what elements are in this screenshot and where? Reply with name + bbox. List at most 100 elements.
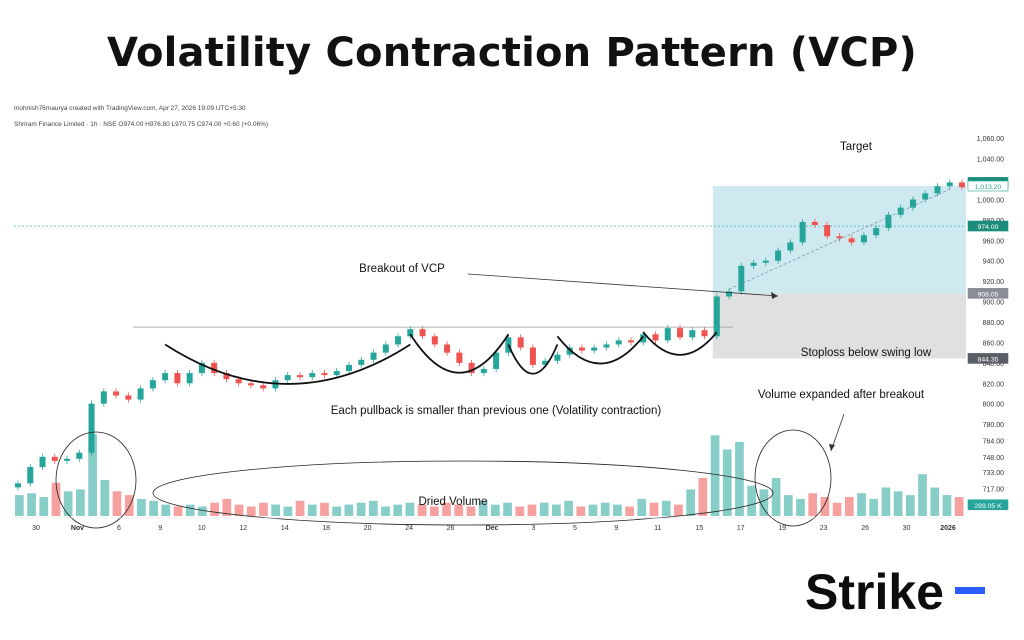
candle	[27, 466, 34, 484]
stoploss-label: Stoploss below swing low	[801, 347, 932, 359]
volume-bar	[808, 493, 818, 516]
candle	[39, 456, 46, 467]
candle	[848, 238, 855, 243]
breakout-arrow	[467, 273, 779, 297]
logo-text: Strike	[805, 564, 944, 620]
volume-bar	[295, 500, 305, 516]
candle	[235, 379, 242, 384]
candle	[444, 344, 451, 353]
candle	[113, 391, 120, 396]
volume-bar	[124, 495, 134, 516]
volume-bar	[674, 504, 683, 516]
volume-bar	[100, 479, 110, 516]
price-badge-bg	[967, 288, 1009, 299]
x-tick-label: 10	[198, 525, 206, 532]
candle	[333, 371, 340, 376]
candle	[677, 328, 684, 338]
volume-bar	[686, 489, 695, 516]
candle	[407, 329, 414, 337]
volume-bar	[613, 504, 622, 516]
volume-bar	[76, 489, 85, 516]
candle	[100, 391, 107, 404]
y-tick-label: 1,000.00	[977, 197, 1004, 204]
volume-bar	[698, 478, 708, 516]
y-tick-label: 748.00	[983, 455, 1005, 462]
price-badge-current: 974.00	[978, 224, 999, 231]
volume-expanded-label: Volume expanded after breakout	[758, 389, 925, 401]
volume-bar	[905, 495, 915, 516]
candle	[382, 344, 389, 353]
candle	[959, 182, 965, 188]
x-tick-label: 2026	[940, 525, 956, 532]
x-tick-label: 3	[532, 525, 536, 532]
candle	[762, 260, 769, 263]
y-tick-label: 1,060.00	[977, 136, 1004, 143]
candle	[873, 228, 880, 236]
vcp-base-curve-1	[164, 343, 411, 385]
volume-bar	[173, 506, 183, 516]
strike-logo: Strike	[805, 557, 1015, 627]
candle	[284, 375, 291, 381]
candle	[51, 456, 58, 461]
volume-bar	[527, 504, 537, 516]
candle	[689, 330, 696, 338]
candle	[186, 373, 193, 384]
vcp-base-curve-4	[556, 335, 644, 365]
y-tick-label: 900.00	[983, 300, 1005, 307]
volume-bar	[222, 498, 232, 516]
candle	[480, 368, 487, 374]
candle	[824, 225, 831, 237]
volume-bar	[51, 482, 61, 516]
candle	[934, 186, 941, 194]
candle	[137, 388, 144, 400]
x-tick-label: 9	[614, 525, 618, 532]
x-tick-label: 19	[778, 525, 786, 532]
y-tick-label: 880.00	[983, 320, 1005, 327]
volume-bar	[930, 487, 940, 516]
dried-volume-ellipse	[152, 460, 774, 526]
volume-bar	[661, 500, 671, 516]
volume-bar	[820, 497, 830, 516]
volume-bar	[491, 504, 500, 516]
volume-bar	[393, 504, 403, 516]
candle	[701, 330, 708, 337]
candle	[162, 373, 169, 381]
y-tick-label: 860.00	[983, 340, 1005, 347]
candle	[15, 483, 21, 488]
x-tick-label: 20	[364, 525, 372, 532]
volume-arrowhead-icon	[829, 444, 835, 451]
candle	[787, 242, 794, 251]
candle	[885, 214, 892, 229]
early-volume-ellipse	[55, 431, 137, 529]
candle	[738, 265, 745, 292]
candle	[358, 359, 365, 365]
volume-bar	[893, 491, 903, 516]
y-tick-label: 1,040.00	[977, 157, 1004, 164]
volume-bar	[552, 504, 561, 516]
candle	[897, 207, 904, 215]
candle	[493, 352, 500, 369]
candle	[652, 334, 659, 341]
y-tick-label: 820.00	[983, 381, 1005, 388]
x-tick-label: 5	[573, 525, 577, 532]
candle	[591, 347, 598, 351]
volume-bar	[942, 495, 952, 516]
vcp-base-curve-5	[642, 331, 718, 356]
candle	[198, 362, 205, 374]
price-badge-stop: 844.35	[978, 356, 999, 363]
breakout-label: Breakout of VCP	[359, 263, 445, 275]
candle	[775, 250, 782, 261]
y-tick-label: 840.00	[983, 361, 1005, 368]
vcp-chart[interactable]: mohnish76maurya created with TradingView…	[8, 98, 1016, 546]
candle	[223, 373, 230, 380]
candle	[542, 360, 549, 365]
price-badge-bg	[967, 220, 1009, 232]
volume-bar	[649, 502, 659, 516]
candle	[922, 193, 929, 200]
price-badge-bg	[967, 353, 1009, 364]
y-tick-label: 780.00	[983, 422, 1005, 429]
candle	[554, 354, 561, 361]
y-tick-label: 717.00	[983, 486, 1005, 493]
volume-bar	[503, 502, 512, 516]
x-tick-label: 17	[737, 525, 745, 532]
